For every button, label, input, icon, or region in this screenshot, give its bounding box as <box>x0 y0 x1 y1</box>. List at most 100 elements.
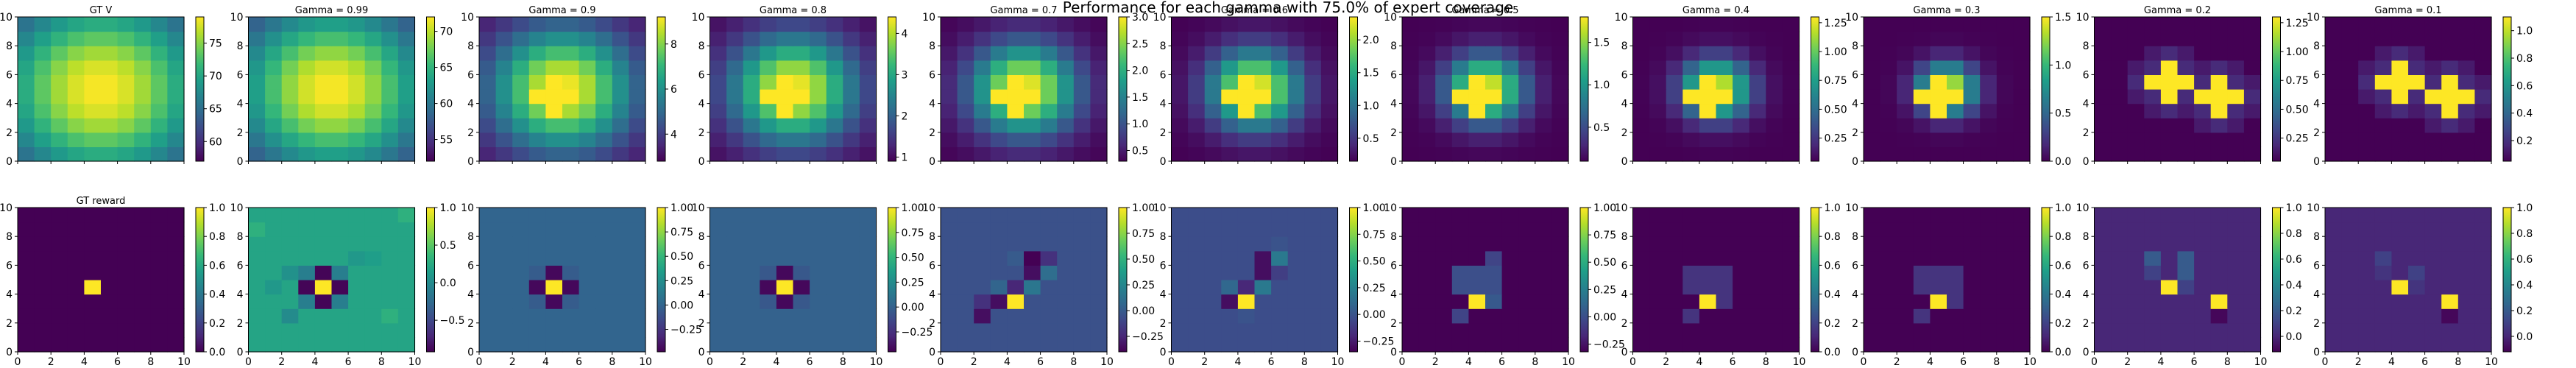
heatmap-cell <box>776 308 794 324</box>
heatmap-cell <box>2194 294 2212 309</box>
heatmap-cell <box>1320 308 1339 324</box>
heatmap-cell <box>1996 118 2014 133</box>
heatmap-cell <box>2111 60 2129 75</box>
heatmap-cell <box>1716 322 1733 338</box>
heatmap-cell <box>1963 46 1981 61</box>
heatmap-cell <box>1402 118 1420 133</box>
heatmap-cell <box>974 308 991 324</box>
heatmap-cell <box>84 208 102 223</box>
colorbar <box>2041 207 2050 353</box>
heatmap-cell <box>843 250 860 266</box>
heatmap-cell <box>2424 46 2442 61</box>
heatmap-cell <box>1435 337 1453 353</box>
colorbar-tick-label: 0.2 <box>2055 318 2071 330</box>
heatmap-cell <box>1666 294 1683 309</box>
heatmap-cell <box>348 89 366 105</box>
heatmap-cell <box>1057 222 1075 237</box>
heatmap-cell <box>2160 322 2179 338</box>
heatmap-cell <box>2424 17 2442 32</box>
heatmap-cell <box>2325 118 2343 133</box>
heatmap-cell <box>562 60 580 75</box>
heatmap-cell <box>2013 60 2031 75</box>
heatmap-cell <box>629 308 646 324</box>
heatmap-cell <box>298 280 316 295</box>
heatmap-cell <box>265 250 283 266</box>
heatmap-cell <box>150 74 168 90</box>
heatmap-cell <box>2325 222 2343 237</box>
heatmap-cell <box>1090 89 1108 105</box>
heatmap-cell <box>2094 103 2112 118</box>
heatmap-cell <box>2358 222 2376 237</box>
heatmap-cell <box>578 250 596 266</box>
heatmap-cell <box>629 132 646 147</box>
heatmap-cell <box>364 89 382 105</box>
heatmap-cell <box>1468 132 1486 147</box>
heatmap-cell <box>2391 31 2409 46</box>
heatmap-cell <box>1947 250 1964 266</box>
y-tick-label: 6 <box>1852 260 1858 272</box>
x-tick-label: 8 <box>2455 356 2461 368</box>
heatmap-cell <box>479 280 497 295</box>
heatmap-cell <box>1749 222 1766 237</box>
heatmap-cell <box>381 31 399 46</box>
heatmap-cell <box>1287 46 1305 61</box>
heatmap-cell <box>562 132 580 147</box>
heatmap-cell <box>2127 17 2145 32</box>
heatmap-cell <box>1682 208 1700 223</box>
heatmap-cell <box>1666 31 1683 46</box>
heatmap-cell <box>265 60 283 75</box>
x-tick-label: 2 <box>1894 356 1900 368</box>
heatmap-cell <box>2210 74 2228 90</box>
heatmap-cell <box>793 208 810 223</box>
heatmap-cell <box>1418 46 1436 61</box>
heatmap-cell <box>512 322 530 338</box>
y-tick-label: 0 <box>1852 347 1858 358</box>
heatmap-cell <box>51 17 68 32</box>
colorbar-tick-label: 0.25 <box>2286 133 2309 145</box>
heatmap-cell <box>2474 308 2492 324</box>
heatmap-cell <box>612 250 629 266</box>
heatmap-cell <box>1632 265 1650 280</box>
heatmap-cell <box>1913 31 1931 46</box>
heatmap-cell <box>2374 132 2392 147</box>
heatmap-cell <box>1485 308 1503 324</box>
heatmap-cell <box>2144 60 2162 75</box>
heatmap-cell <box>1963 337 1981 353</box>
colorbar-tick-label: 1.00 <box>1363 202 1386 214</box>
colorbar-tick-label: 0.4 <box>2516 280 2533 291</box>
heatmap-cell <box>2341 103 2359 118</box>
heatmap-cell <box>1287 280 1305 295</box>
heatmap-cell <box>1666 60 1683 75</box>
x-tick-label: 0 <box>476 356 483 368</box>
heatmap-cell <box>2094 322 2112 338</box>
heatmap-cell <box>726 17 744 32</box>
heatmap-cell <box>1237 132 1256 147</box>
heatmap-cell <box>1451 60 1469 75</box>
heatmap-cell <box>1501 132 1519 147</box>
heatmap-cell <box>1766 337 1783 353</box>
heatmap-cell <box>1501 294 1519 309</box>
heatmap-cell <box>265 46 283 61</box>
heatmap-cell <box>2144 46 2162 61</box>
heatmap-cell <box>1402 74 1420 90</box>
heatmap-cell <box>1699 17 1717 32</box>
y-tick-label: 4 <box>1160 99 1167 110</box>
heatmap-cell <box>495 308 513 324</box>
heatmap-cell <box>381 208 399 223</box>
heatmap-cell <box>397 103 416 118</box>
heatmap-cell <box>2474 337 2492 353</box>
heatmap-cell <box>1402 265 1420 280</box>
heatmap-cell <box>2458 74 2475 90</box>
heatmap-cell <box>957 46 974 61</box>
heatmap-cell <box>760 337 777 353</box>
heatmap-cell <box>18 265 35 280</box>
heatmap-cell <box>2013 89 2031 105</box>
x-tick-label: 10 <box>1331 356 1345 368</box>
heatmap-cell <box>1204 132 1222 147</box>
colorbar-tick-label: 0.5 <box>1132 145 1148 157</box>
heatmap-cell <box>1880 60 1897 75</box>
heatmap-cell <box>1963 74 1981 90</box>
heatmap-cell <box>1880 89 1897 105</box>
